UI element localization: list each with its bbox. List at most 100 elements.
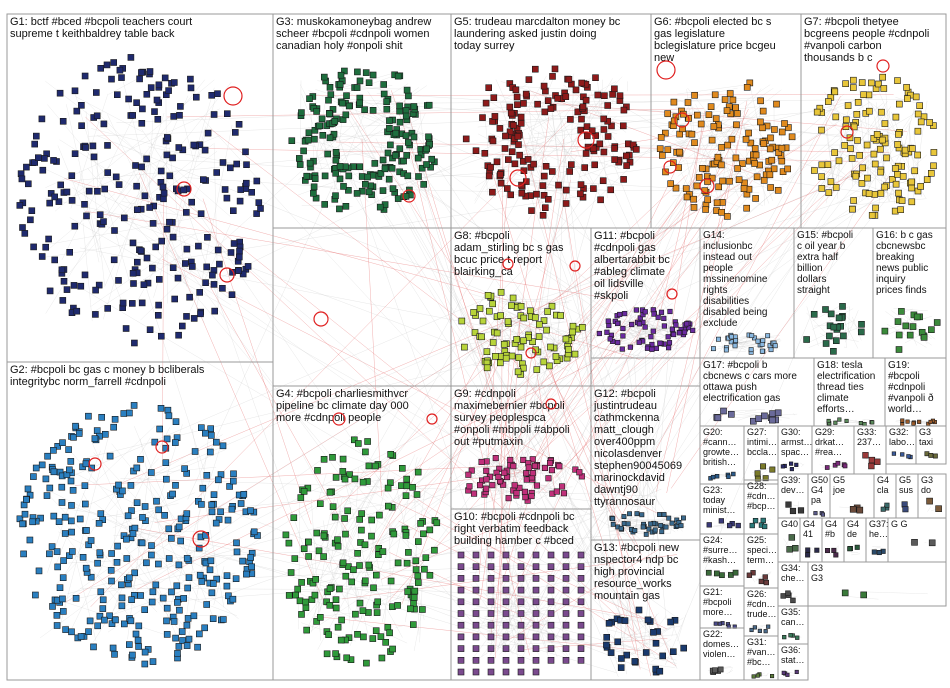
self-loop (426, 413, 438, 425)
node-g4 (426, 571, 434, 579)
node-gx (928, 539, 936, 547)
node-g9 (500, 481, 507, 488)
node-g10 (517, 621, 525, 629)
edge (330, 504, 383, 514)
node-g16 (895, 331, 903, 339)
node-g2 (170, 618, 178, 625)
node-g1 (160, 195, 167, 203)
node-g6 (714, 153, 722, 161)
node-g2 (225, 592, 232, 600)
node-g5 (531, 65, 539, 73)
node-g5 (544, 97, 552, 104)
edge (651, 335, 678, 339)
edge (500, 176, 697, 464)
node-g7 (868, 212, 876, 219)
edge (54, 79, 215, 212)
node-g6 (774, 187, 782, 194)
edge (620, 113, 862, 329)
edge (566, 311, 568, 315)
edge (73, 109, 836, 181)
node-g3 (369, 71, 377, 79)
node-g10 (457, 575, 465, 582)
node-g6 (670, 117, 678, 125)
node-g1 (213, 169, 220, 176)
node-g4 (339, 559, 347, 567)
group-label: G21: #bcpoli more… (703, 587, 733, 617)
edge (213, 115, 554, 282)
node-g2 (243, 570, 250, 578)
node-g2 (217, 508, 224, 516)
node-g13 (659, 652, 667, 660)
node-g5 (632, 146, 640, 153)
node-g4 (354, 440, 362, 447)
node-g15 (835, 314, 843, 322)
edge (752, 164, 770, 204)
node-g2 (174, 650, 181, 657)
edge (677, 142, 772, 191)
node-g4 (377, 633, 385, 641)
group-g2: G2: #bcpoli bc gas c money b bcliberals i… (6, 361, 274, 681)
edge (486, 107, 693, 306)
edge (641, 315, 656, 328)
node-g3 (365, 188, 373, 196)
node-g5 (590, 185, 597, 192)
node-g1 (230, 240, 238, 247)
node-g2 (219, 442, 227, 450)
node-g2 (202, 429, 209, 437)
node-g1 (81, 271, 89, 279)
node-g1 (164, 134, 171, 141)
edge (376, 93, 750, 118)
group-label: G7: #bcpoli thetyee bcgreens people #cdnp… (804, 16, 929, 64)
node-g1 (183, 313, 190, 320)
node-g22 (712, 667, 718, 674)
node-g7 (832, 113, 840, 121)
node-g9 (525, 464, 532, 471)
node-g11 (606, 322, 612, 329)
node-g4 (339, 468, 347, 475)
node-g15 (839, 303, 846, 310)
node-g2 (99, 605, 107, 612)
node-g10 (502, 656, 510, 664)
edge (745, 411, 774, 414)
node-g1 (166, 172, 174, 180)
node-g1 (143, 254, 151, 262)
node-g2 (72, 422, 79, 430)
group-g22: G22: domes… violen… (699, 627, 745, 681)
node-g1 (188, 198, 195, 206)
edge (528, 350, 641, 502)
node-g2 (148, 551, 155, 559)
node-g8 (493, 329, 501, 337)
node-g1 (186, 293, 193, 301)
node-g7 (852, 172, 860, 180)
node-g1 (50, 157, 57, 164)
node-g10 (577, 610, 585, 617)
node-g5 (481, 150, 489, 157)
node-g4 (356, 599, 364, 607)
node-g4 (337, 636, 345, 644)
node-g1 (93, 89, 100, 96)
node-g1 (45, 235, 52, 243)
edge (210, 128, 518, 364)
node-g1 (253, 177, 261, 185)
edge (122, 170, 865, 483)
node-g13 (607, 649, 615, 656)
node-g2 (201, 624, 208, 632)
node-g2 (168, 535, 175, 542)
node-g2 (32, 464, 40, 472)
node-g1 (154, 116, 162, 123)
node-g13 (644, 616, 652, 624)
node-g1 (248, 189, 255, 196)
edge (844, 321, 859, 349)
node-g4 (282, 531, 290, 539)
node-g4 (420, 530, 427, 538)
node-g8 (569, 328, 576, 336)
group-box (915, 425, 947, 465)
node-g13 (669, 648, 677, 656)
node-g18 (870, 420, 875, 425)
node-g2 (183, 510, 191, 518)
edge (383, 130, 567, 191)
edge (525, 157, 750, 479)
group-box (807, 561, 947, 607)
edge (521, 323, 537, 337)
node-g1 (176, 112, 183, 119)
